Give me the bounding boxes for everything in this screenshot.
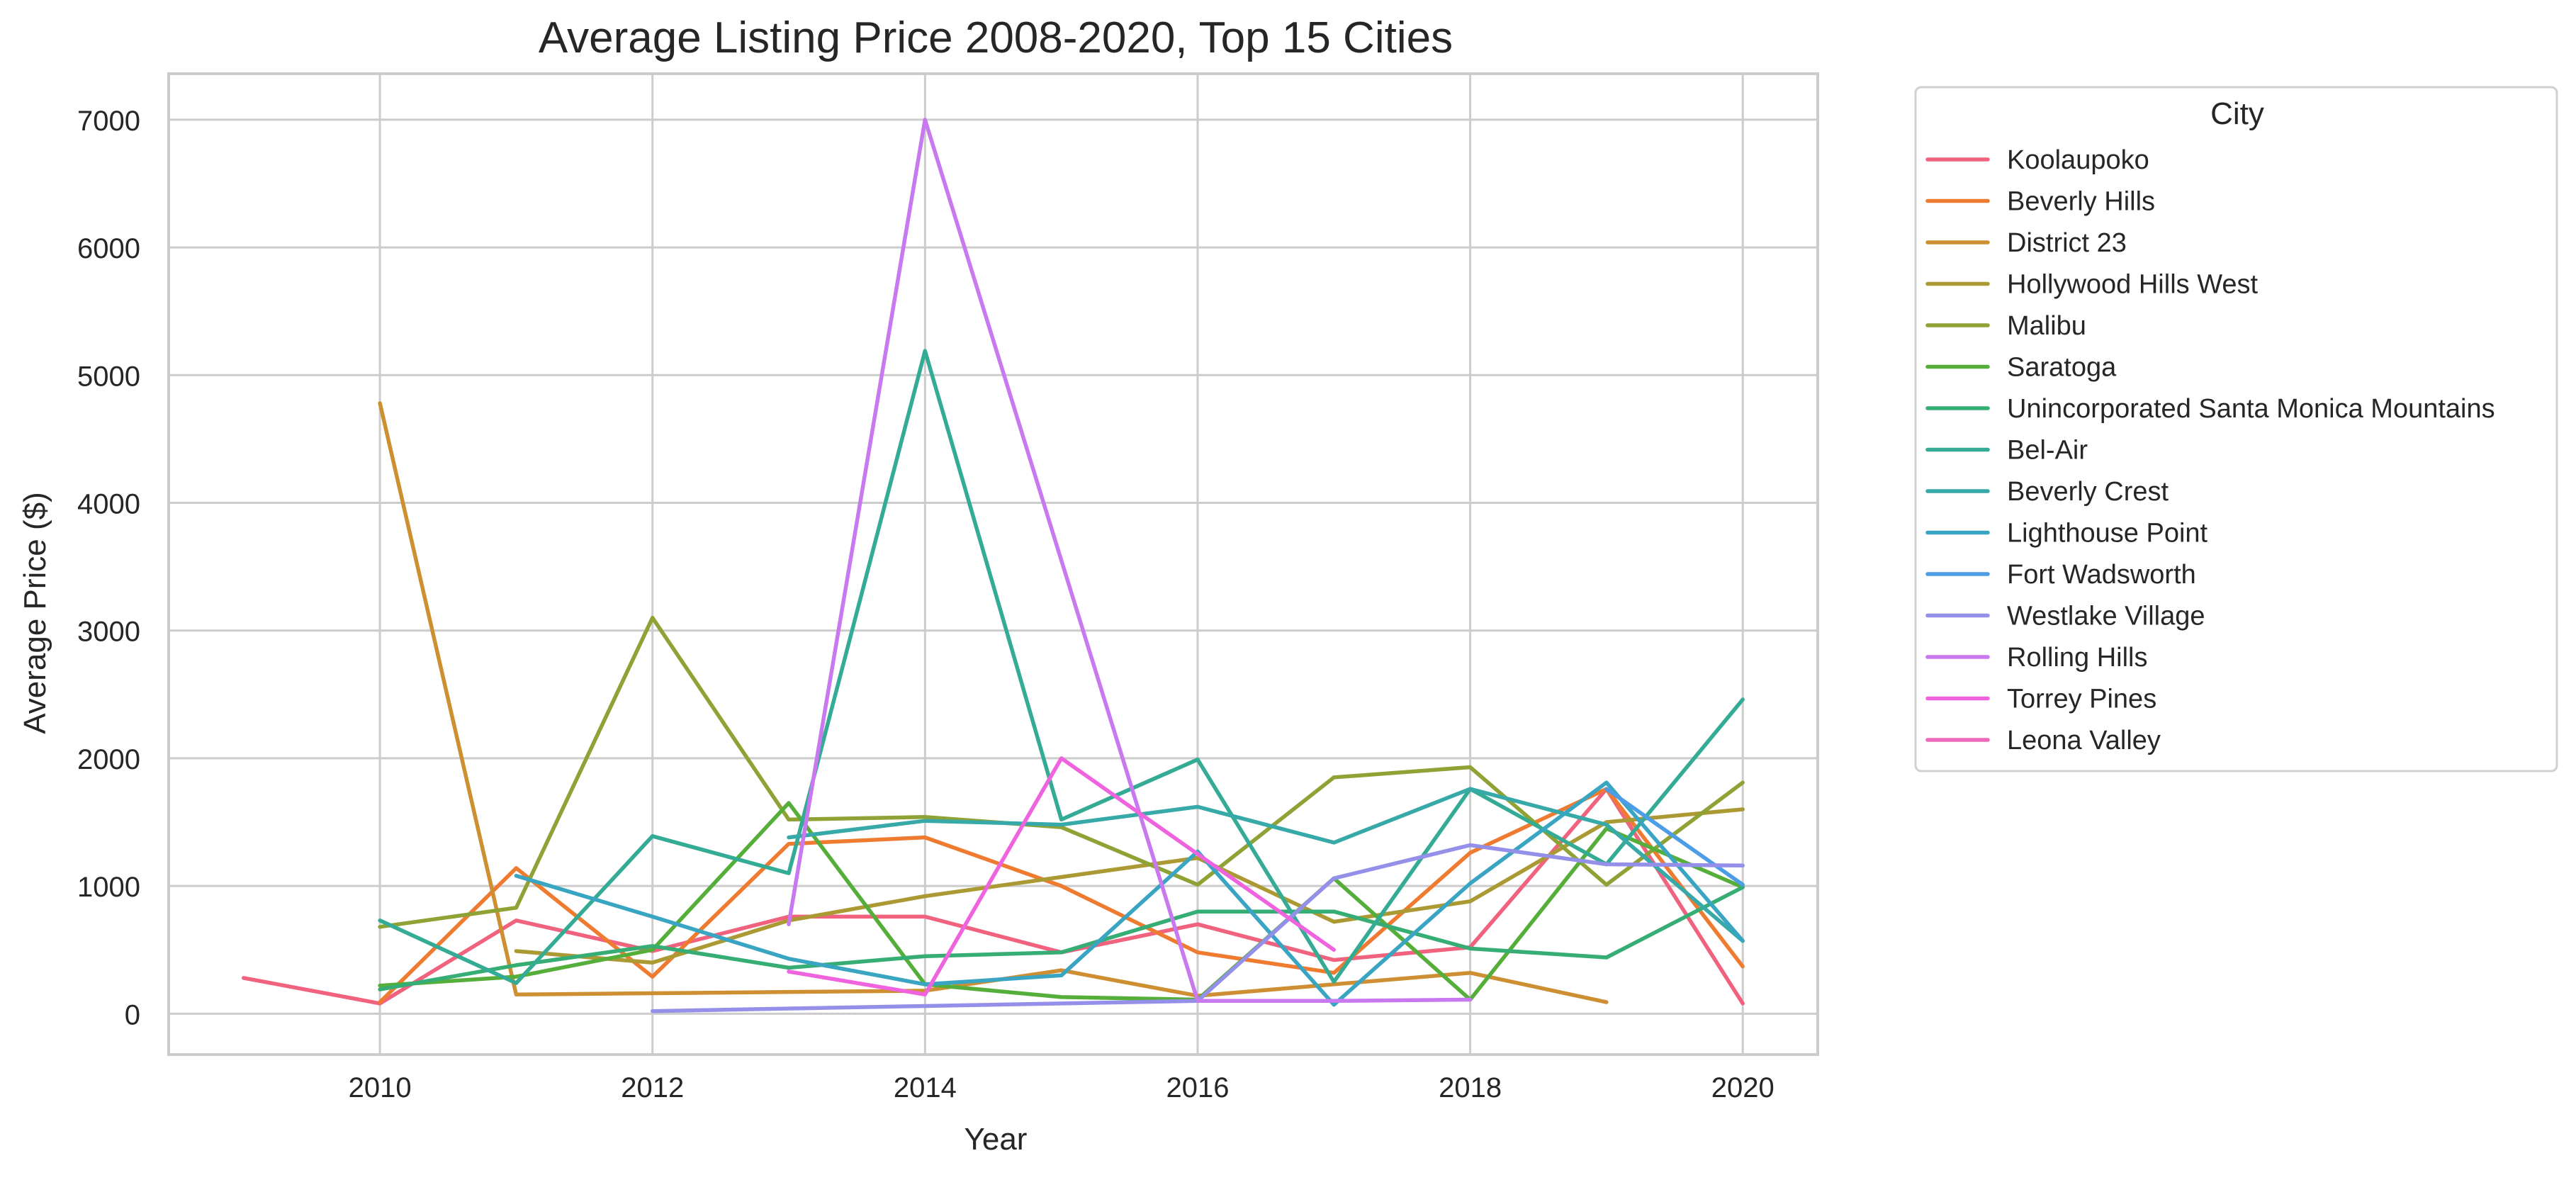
series-line-saratoga	[378, 801, 1745, 1002]
legend-label: Bel-Air	[2007, 436, 2088, 466]
legend-item-beverly-hills: Beverly Hills	[1925, 187, 2155, 217]
legend-label: Leona Valley	[2007, 726, 2161, 755]
x-tick-label: 2016	[1166, 1072, 1229, 1103]
legend-item-malibu: Malibu	[1925, 311, 2086, 341]
y-tick-label: 6000	[77, 233, 140, 264]
legend-label: Rolling Hills	[2007, 643, 2148, 673]
series-line-bel-air	[378, 349, 1745, 985]
chart-title: Average Listing Price 2008-2020, Top 15 …	[539, 13, 1453, 62]
legend-label: Torrey Pines	[2007, 685, 2156, 714]
legend-item-bel-air: Bel-Air	[1925, 436, 2088, 466]
series-line-torrey-pines	[787, 756, 1337, 997]
legend-label: Malibu	[2007, 311, 2086, 341]
legend-label: Hollywood Hills West	[2007, 270, 2259, 300]
series-line-unincorporated-santa-monica-mountains	[378, 885, 1745, 991]
legend-item-beverly-crest: Beverly Crest	[1925, 477, 2169, 507]
x-tick-label: 2018	[1439, 1072, 1502, 1103]
series-line-malibu	[378, 615, 1745, 929]
y-axis-label: Average Price ($)	[18, 492, 52, 734]
legend-item-hollywood-hills-west: Hollywood Hills West	[1925, 270, 2259, 300]
legend-item-saratoga: Saratoga	[1925, 353, 2117, 383]
series-line-hollywood-hills-west	[514, 807, 1745, 965]
legend-item-westlake-village: Westlake Village	[1925, 602, 2205, 631]
series-lines	[242, 118, 1745, 1013]
legend-item-district-23: District 23	[1925, 228, 2127, 258]
legend-item-rolling-hills: Rolling Hills	[1925, 643, 2148, 673]
legend-label: Lighthouse Point	[2007, 519, 2208, 549]
y-tick-label: 7000	[77, 106, 140, 137]
x-tick-label: 2010	[349, 1072, 412, 1103]
legend-item-leona-valley: Leona Valley	[1925, 726, 2161, 755]
y-tick-label: 4000	[77, 489, 140, 520]
x-tick-label: 2012	[621, 1072, 684, 1103]
series-line-lighthouse-point	[514, 780, 1745, 1007]
legend-label: Beverly Hills	[2007, 187, 2155, 217]
plot-frame	[167, 72, 1819, 1056]
x-gridlines	[378, 74, 1744, 1055]
y-tick-label: 2000	[77, 744, 140, 775]
series-line-rolling-hills	[787, 118, 1473, 1004]
legend-label: Unincorporated Santa Monica Mountains	[2007, 394, 2495, 424]
legend-label: District 23	[2007, 228, 2127, 258]
y-tick-label: 5000	[77, 361, 140, 392]
y-tick-labels: 0 1000 2000 3000 4000 5000 6000 7000	[77, 106, 140, 1030]
legend-label: Beverly Crest	[2007, 477, 2169, 507]
x-axis-label: Year	[964, 1122, 1028, 1157]
legend-title: City	[2210, 96, 2264, 131]
legend-item-unincorporated-santa-monica-mountains: Unincorporated Santa Monica Mountains	[1925, 394, 2495, 424]
legend-item-lighthouse-point: Lighthouse Point	[1925, 519, 2208, 549]
y-tick-label: 1000	[77, 872, 140, 903]
legend-box	[1914, 86, 2558, 772]
legend-label: Fort Wadsworth	[2007, 560, 2196, 590]
legend: City Koolaupoko Beverly Hills District 23 H…	[1914, 86, 2558, 772]
x-tick-label: 2014	[894, 1072, 957, 1103]
y-tick-label: 0	[125, 999, 140, 1030]
y-tick-label: 3000	[77, 617, 140, 648]
x-tick-labels: 2010 2012 2014 2016 2018 2020	[349, 1072, 1774, 1103]
legend-item-koolaupoko: Koolaupoko	[1925, 145, 2149, 175]
legend-label: Koolaupoko	[2007, 145, 2149, 175]
legend-items: Koolaupoko Beverly Hills District 23 Hollyw…	[1925, 145, 2495, 755]
legend-label: Westlake Village	[2007, 602, 2205, 631]
legend-item-fort-wadsworth: Fort Wadsworth	[1925, 560, 2196, 590]
series-line-beverly-crest	[787, 787, 1745, 943]
series-line-fort-wadsworth	[1604, 787, 1745, 887]
series-line-koolaupoko	[242, 787, 1745, 1006]
series-line-beverly-hills	[378, 787, 1745, 1004]
legend-label: Saratoga	[2007, 353, 2117, 383]
legend-item-torrey-pines: Torrey Pines	[1925, 685, 2156, 714]
x-tick-label: 2020	[1711, 1072, 1774, 1103]
plot-area	[167, 72, 1819, 1056]
series-line-westlake-village	[650, 843, 1745, 1013]
